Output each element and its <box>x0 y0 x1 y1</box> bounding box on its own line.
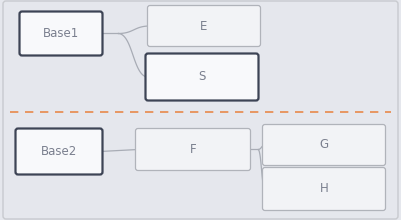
FancyBboxPatch shape <box>146 53 259 101</box>
FancyBboxPatch shape <box>263 167 385 211</box>
Text: S: S <box>198 70 206 84</box>
FancyBboxPatch shape <box>20 11 103 55</box>
FancyBboxPatch shape <box>16 128 103 174</box>
FancyBboxPatch shape <box>148 6 261 46</box>
Text: Base1: Base1 <box>43 27 79 40</box>
FancyBboxPatch shape <box>136 128 251 170</box>
FancyBboxPatch shape <box>3 1 398 219</box>
Text: H: H <box>320 183 328 196</box>
Text: E: E <box>200 20 208 33</box>
Text: G: G <box>320 139 328 152</box>
Text: Base2: Base2 <box>41 145 77 158</box>
Text: F: F <box>190 143 196 156</box>
FancyBboxPatch shape <box>263 125 385 165</box>
